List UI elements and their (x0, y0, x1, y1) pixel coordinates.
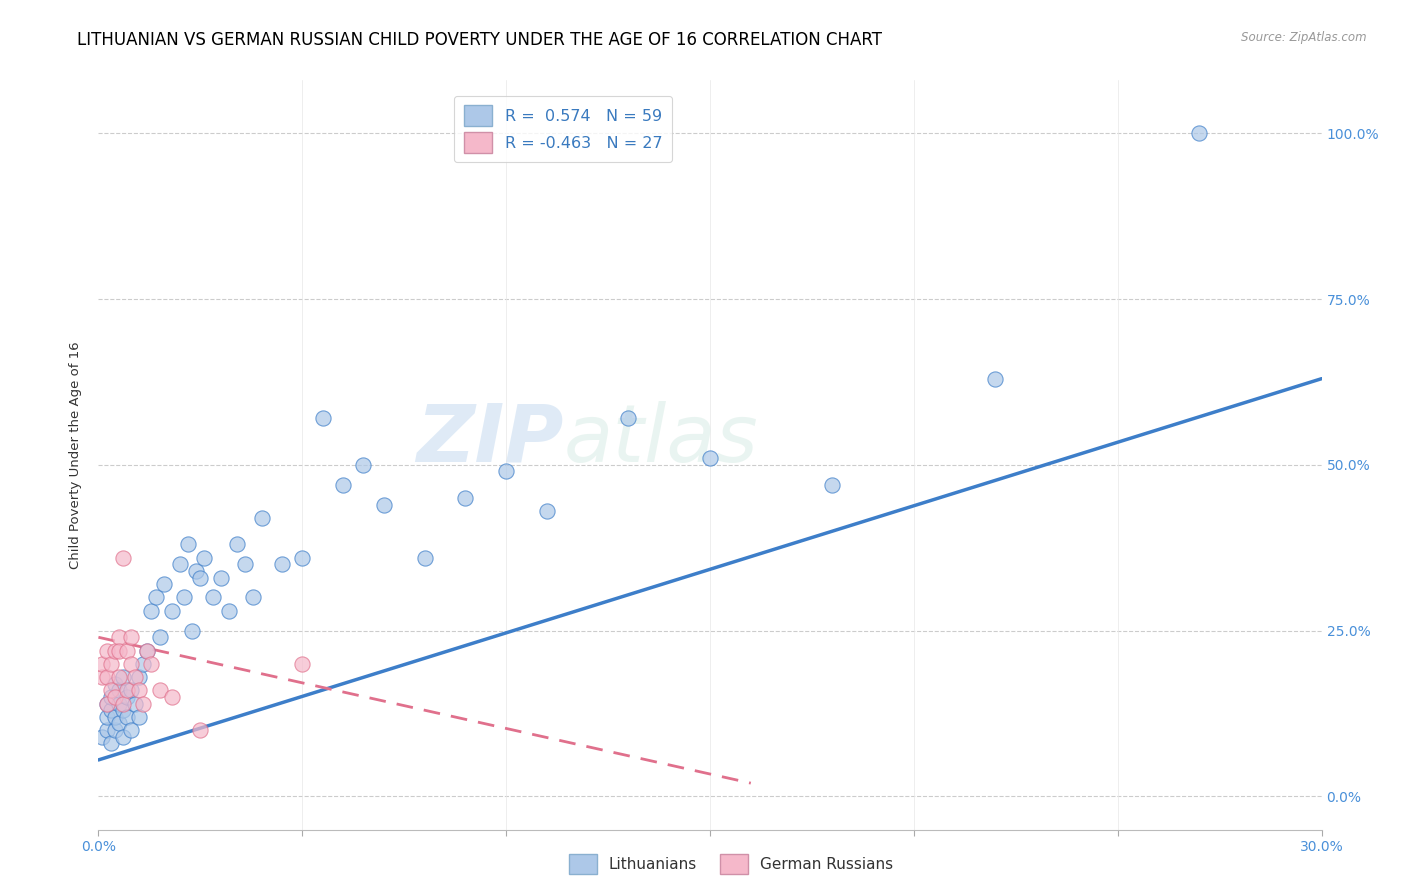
Point (104, 723, 127, 737)
Point (149, 683, 172, 698)
Point (96, 710, 118, 724)
Point (120, 630, 142, 644)
Point (124, 670, 146, 684)
Point (188, 723, 212, 737)
Point (91, 670, 114, 684)
Point (115, 643, 138, 657)
Point (100, 736, 122, 750)
Point (108, 643, 131, 657)
Point (115, 690, 138, 704)
Point (120, 683, 142, 698)
Point (291, 657, 314, 671)
Point (152, 577, 174, 591)
Point (124, 697, 146, 711)
Point (186, 564, 208, 578)
Point (96, 697, 118, 711)
Point (111, 670, 134, 684)
Point (104, 676, 127, 690)
Point (132, 657, 155, 671)
Point (312, 411, 335, 425)
Point (193, 550, 215, 565)
Point (91, 657, 114, 671)
Point (128, 710, 150, 724)
Point (96, 723, 118, 737)
Point (181, 624, 204, 638)
Point (115, 683, 138, 698)
Point (96, 670, 118, 684)
Point (617, 411, 640, 425)
Point (984, 372, 1007, 386)
Point (160, 690, 183, 704)
Point (111, 703, 134, 717)
Text: Source: ZipAtlas.com: Source: ZipAtlas.com (1241, 31, 1367, 45)
Point (226, 537, 249, 551)
Legend: R =  0.574   N = 59, R = -0.463   N = 27: R = 0.574 N = 59, R = -0.463 N = 27 (454, 95, 672, 162)
Point (128, 670, 150, 684)
Point (91, 730, 114, 744)
Point (233, 558, 256, 572)
Point (115, 710, 138, 724)
Point (141, 604, 163, 618)
Point (136, 643, 159, 657)
Point (104, 643, 127, 657)
Point (332, 477, 354, 491)
Point (169, 558, 191, 572)
Point (108, 697, 131, 711)
Text: ZIP: ZIP (416, 401, 564, 479)
Point (111, 550, 134, 565)
Point (201, 591, 224, 605)
Point (173, 591, 195, 605)
Point (108, 716, 131, 731)
Point (209, 571, 232, 585)
Point (250, 511, 273, 525)
Text: atlas: atlas (564, 401, 758, 479)
Point (120, 723, 142, 737)
Text: LITHUANIAN VS GERMAN RUSSIAN CHILD POVERTY UNDER THE AGE OF 16 CORRELATION CHART: LITHUANIAN VS GERMAN RUSSIAN CHILD POVER… (77, 31, 883, 49)
Point (699, 451, 721, 466)
Point (1188, 126, 1211, 140)
Point (111, 697, 134, 711)
Point (536, 504, 558, 518)
Point (132, 697, 155, 711)
Point (108, 630, 131, 644)
Y-axis label: Child Poverty Under the Age of 16: Child Poverty Under the Age of 16 (69, 341, 83, 569)
Point (177, 537, 200, 551)
Point (145, 591, 167, 605)
Point (454, 491, 477, 505)
Point (495, 465, 517, 479)
Point (373, 498, 395, 512)
Point (141, 657, 163, 671)
Legend: Lithuanians, German Russians: Lithuanians, German Russians (564, 848, 898, 880)
Point (821, 477, 844, 491)
Point (120, 657, 142, 671)
Point (188, 571, 212, 585)
Point (242, 591, 264, 605)
Point (104, 710, 127, 724)
Point (128, 683, 150, 698)
Point (108, 683, 131, 698)
Point (136, 643, 159, 657)
Point (291, 550, 314, 565)
Point (100, 690, 122, 704)
Point (100, 683, 122, 698)
Point (413, 550, 436, 565)
Point (270, 558, 294, 572)
Point (96, 643, 118, 657)
Point (111, 730, 134, 744)
Point (104, 690, 127, 704)
Point (160, 604, 183, 618)
Point (352, 458, 374, 472)
Point (108, 670, 131, 684)
Point (149, 630, 172, 644)
Point (100, 703, 122, 717)
Point (100, 657, 122, 671)
Point (218, 604, 240, 618)
Point (96, 697, 118, 711)
